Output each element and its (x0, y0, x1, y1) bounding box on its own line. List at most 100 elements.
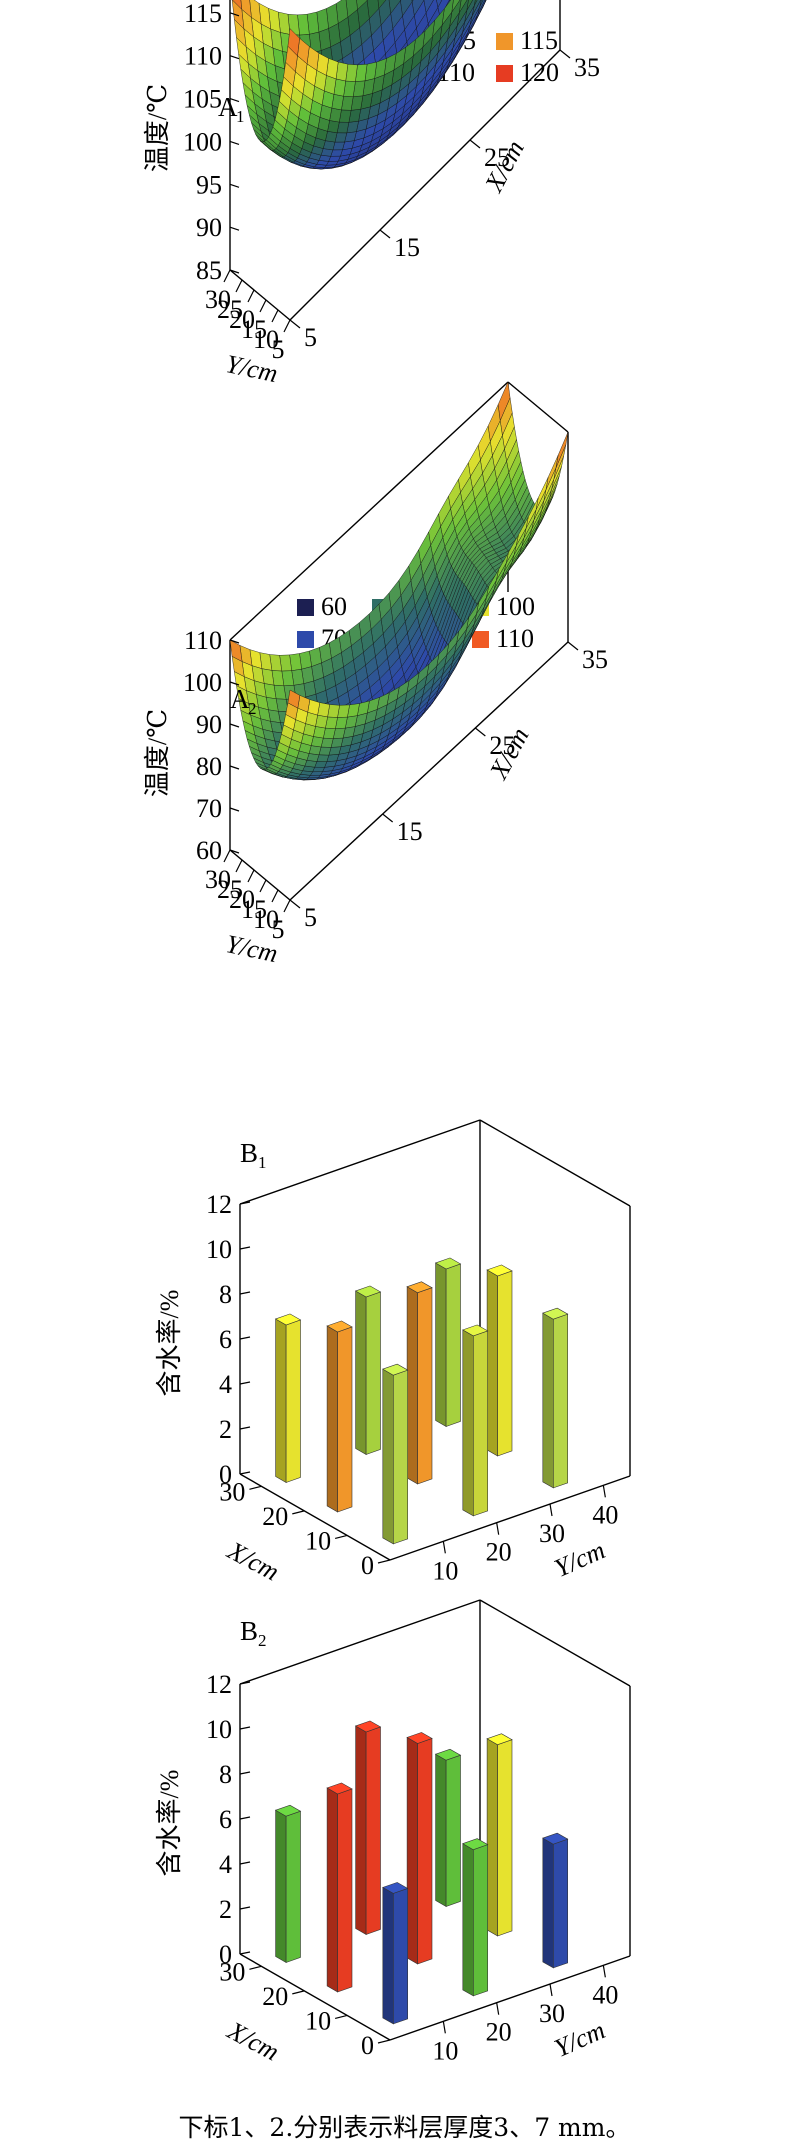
legend-label: 115 (520, 26, 558, 55)
z-tick-label: 85 (196, 256, 222, 285)
x-tick (469, 139, 481, 149)
y-tick (223, 849, 231, 863)
z-tick-label: 70 (196, 794, 222, 823)
x-tick (334, 1534, 348, 1540)
panel-label-subscript: 2 (248, 699, 257, 718)
y-tick-label: 25 (217, 295, 243, 324)
x-tick-label: 25 (484, 143, 510, 172)
x-tick (292, 1990, 305, 1995)
bar (326, 1782, 353, 1993)
box-edge (239, 1119, 481, 1205)
bar-side-face (542, 1312, 554, 1489)
z-tick-label: 2 (219, 1415, 232, 1444)
x-tick (567, 641, 579, 651)
z-tick-label: 100 (183, 127, 222, 156)
z-tick-label: 110 (184, 626, 222, 655)
x-tick (377, 1559, 391, 1564)
z-tick (229, 226, 240, 231)
y-tick (602, 1485, 606, 1498)
y-tick (602, 1965, 606, 1978)
bar-front-face (365, 1291, 381, 1455)
z-tick-label: 8 (219, 1760, 232, 1789)
z-tick-label: 4 (219, 1370, 232, 1399)
bar-top-face (462, 1838, 489, 1851)
bar-side-face (406, 1736, 418, 1965)
legend-swatch (472, 631, 489, 648)
panel-label: A (218, 92, 238, 122)
y-tick-label: 10 (432, 1556, 458, 1585)
bar-side-face (435, 1753, 447, 1908)
z-tick (239, 1246, 251, 1250)
z-tick-label: 105 (183, 85, 222, 114)
z-tick (239, 1201, 251, 1205)
z-tick (239, 1816, 251, 1820)
bar-front-face (392, 1369, 409, 1545)
panel-label-subscript: 1 (236, 107, 245, 126)
y-tick (283, 899, 291, 913)
x-tick-label: 25 (489, 731, 515, 760)
bar (462, 1838, 489, 1997)
bar-side-face (382, 1886, 394, 2025)
legend-swatch (496, 33, 513, 50)
surface-panel-0: 859095100105110115120515253530252015105温… (143, 0, 600, 388)
box-edge (229, 381, 509, 641)
surface-mesh (231, 0, 487, 170)
y-tick-label: 40 (592, 1500, 618, 1529)
z-tick (229, 723, 240, 728)
y-axis-line (229, 849, 291, 901)
x-axis-line (239, 1473, 391, 1561)
y-tick-label: 5 (272, 915, 285, 944)
bar-side-face (406, 1286, 418, 1485)
bar (462, 1324, 489, 1517)
y-tick-label: 20 (486, 2018, 512, 2047)
legend-label: 60 (321, 592, 347, 621)
z-tick-label: 12 (206, 1670, 232, 1699)
x-tick-label: 30 (219, 1477, 245, 1506)
z-tick-label: 100 (183, 668, 222, 697)
y-tick (247, 289, 255, 303)
bar (382, 1363, 409, 1545)
y-tick (259, 879, 267, 893)
y-tick (549, 1983, 553, 1997)
y-axis-line (229, 269, 291, 321)
z-tick (229, 55, 240, 60)
bar-top-face (486, 1733, 513, 1746)
box-edge (239, 1599, 481, 1685)
z-tick-label: 95 (196, 170, 222, 199)
bar (354, 1285, 382, 1456)
z-tick-label: 6 (219, 1805, 232, 1834)
bar-front-face (417, 1737, 433, 1965)
bar (486, 1733, 513, 1937)
y-tick (442, 2021, 446, 2034)
y-tick-label: 15 (241, 895, 267, 924)
bar-front-face (417, 1287, 433, 1485)
bar-side-face (435, 1262, 447, 1428)
z-tick (239, 1336, 251, 1340)
z-tick (229, 269, 240, 274)
y-tick-label: 30 (205, 285, 231, 314)
z-tick (239, 1426, 251, 1430)
bar-side-face (326, 1325, 338, 1513)
bar (486, 1264, 513, 1457)
bar-top-face (542, 1307, 569, 1320)
bar-side-face (355, 1290, 367, 1456)
z-tick-label: 80 (196, 752, 222, 781)
surface-mesh (229, 381, 569, 781)
bar-side-face (275, 1809, 287, 1964)
bar (434, 1257, 462, 1428)
box-edge (507, 381, 569, 433)
panel-label-subscript: 1 (258, 1153, 267, 1172)
y-tick-label: 20 (229, 885, 255, 914)
bar-front-face (552, 1313, 569, 1489)
z-tick (229, 183, 240, 188)
z-tick (239, 1771, 251, 1775)
z-tick-label: 12 (206, 1190, 232, 1219)
bar (326, 1320, 353, 1513)
bar-front-face (445, 1754, 461, 1907)
bar-front-face (497, 1270, 513, 1457)
figure-caption: 下标1、2.分别表示料层厚度3、7 mm。 (178, 2113, 631, 2142)
y-tick (549, 1503, 553, 1517)
x-tick-label: 10 (305, 1526, 331, 1555)
bar-top-face (486, 1264, 513, 1277)
